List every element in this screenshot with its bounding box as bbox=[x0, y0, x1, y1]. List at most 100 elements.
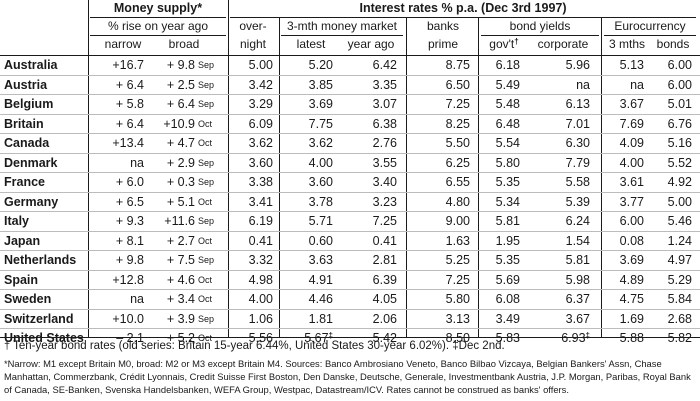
footnote-sources: *Narrow: M1 except Britain M0, broad: M2… bbox=[4, 358, 691, 395]
cell-overnight: 5.56 bbox=[248, 331, 273, 345]
cell-year-ago: 6.39 bbox=[372, 272, 397, 287]
cell-govt: 3.49 bbox=[495, 311, 520, 326]
table-row: France + 6.0 + 0.3 Sep 3.38 3.60 3.40 6.55 5.35 5… bbox=[0, 173, 700, 193]
header-row-subgroups: % rise on year ago over- 3-mth money mar… bbox=[0, 18, 700, 36]
country-name: Netherlands bbox=[4, 253, 77, 267]
country-name: Belgium bbox=[4, 97, 54, 111]
table-row: Austria + 6.4 + 2.5 Sep 3.42 3.85 3.35 6.50 5.49… bbox=[0, 76, 700, 95]
cell-broad: + 4.6 bbox=[166, 272, 195, 287]
cell-latest: 4.91 bbox=[308, 272, 333, 287]
cell-prime: 3.13 bbox=[445, 311, 470, 326]
cell-euro3m: 4.89 bbox=[619, 272, 644, 287]
cell-eurobonds: 4.97 bbox=[667, 253, 692, 267]
cell-overnight: 4.00 bbox=[248, 292, 273, 306]
cell-govt: 5.80 bbox=[495, 155, 520, 170]
country-name: Austria bbox=[4, 77, 48, 92]
cell-overnight: 3.60 bbox=[248, 155, 273, 170]
country-name: Sweden bbox=[4, 292, 52, 306]
cell-year-ago: 7.25 bbox=[372, 214, 397, 228]
cell-eurobonds: 4.92 bbox=[667, 175, 692, 189]
column-divider bbox=[601, 18, 602, 337]
cell-year-ago: 2.76 bbox=[372, 136, 397, 150]
cell-year-ago: 3.07 bbox=[372, 97, 397, 111]
cell-month: Oct bbox=[198, 333, 213, 343]
cell-euro3m: 5.13 bbox=[619, 58, 644, 72]
year-ago-header: year ago bbox=[347, 37, 395, 51]
cell-overnight: 3.32 bbox=[248, 253, 273, 267]
cell-latest: 3.60 bbox=[308, 175, 333, 189]
cell-corporate: 5.39 bbox=[565, 194, 590, 209]
cell-corporate: 6.30 bbox=[565, 136, 590, 150]
cell-month: Sep bbox=[198, 255, 215, 265]
cell-eurobonds: 5.84 bbox=[667, 292, 692, 306]
column-divider bbox=[279, 18, 280, 337]
header-row-groups: Money supply* Interest rates % p.a. (Dec… bbox=[0, 0, 700, 18]
cell-month: Sep bbox=[198, 313, 215, 324]
cell-govt: 5.48 bbox=[495, 97, 520, 111]
cell-narrow: +10.0 bbox=[112, 311, 144, 326]
country-name: United States bbox=[4, 331, 84, 345]
cell-broad: + 9.8 bbox=[166, 58, 195, 72]
cell-broad: + 2.7 bbox=[166, 233, 195, 248]
country-name: Denmark bbox=[4, 155, 58, 170]
pct-rise-header: % rise on year ago bbox=[90, 18, 226, 36]
cell-month: Sep bbox=[198, 157, 215, 168]
latest-header: latest bbox=[296, 37, 326, 51]
cell-overnight: 6.19 bbox=[248, 214, 273, 228]
cell-corporate: 5.58 bbox=[565, 175, 590, 189]
cell-eurobonds: 5.52 bbox=[667, 155, 692, 170]
cell-govt: 5.69 bbox=[495, 272, 520, 287]
cell-govt: 5.83 bbox=[495, 331, 520, 345]
cell-prime: 8.25 bbox=[445, 116, 470, 131]
table-row: United States – 2.1 + 5.2 Oct 5.56 5.67‡ 5.42 8… bbox=[0, 329, 700, 349]
cell-govt: 6.48 bbox=[495, 116, 520, 131]
cell-narrow: + 8.1 bbox=[115, 233, 144, 248]
cell-corporate: 6.13 bbox=[565, 97, 590, 111]
cell-eurobonds: 6.00 bbox=[667, 58, 692, 72]
cell-broad: + 2.9 bbox=[166, 155, 195, 170]
cell-eurobonds: 5.16 bbox=[667, 136, 692, 150]
cell-latest: 1.81 bbox=[308, 311, 333, 326]
cell-narrow: + 5.8 bbox=[115, 97, 144, 111]
cell-latest: 5.20 bbox=[308, 58, 333, 72]
country-name: Japan bbox=[4, 233, 41, 248]
cell-broad: +11.6 bbox=[164, 214, 195, 228]
cell-overnight: 3.42 bbox=[248, 77, 273, 92]
cell-eurobonds: 5.29 bbox=[667, 272, 692, 287]
cell-euro3m: 0.08 bbox=[619, 233, 644, 248]
table-row: Belgium + 5.8 + 6.4 Sep 3.29 3.69 3.07 7.25 5.48… bbox=[0, 95, 700, 115]
cell-latest: 3.62 bbox=[308, 136, 333, 150]
cell-month: Sep bbox=[198, 60, 215, 70]
three-mth-money-market-header: 3-mth money market bbox=[281, 18, 403, 36]
cell-latest: 3.69 bbox=[308, 97, 333, 111]
footer-rule bbox=[0, 337, 700, 338]
cell-euro3m: 4.00 bbox=[619, 155, 644, 170]
cell-corporate: 1.54 bbox=[565, 233, 590, 248]
bond-yields-header: bond yields bbox=[481, 18, 599, 36]
cell-overnight: 5.00 bbox=[248, 58, 273, 72]
country-name: Switzerland bbox=[4, 311, 74, 326]
cell-month: Oct bbox=[198, 235, 213, 246]
cell-broad: + 3.4 bbox=[166, 292, 195, 306]
column-divider bbox=[228, 0, 229, 337]
cell-prime: 6.55 bbox=[445, 175, 470, 189]
cell-latest: 3.63 bbox=[308, 253, 333, 267]
cell-month: Sep bbox=[198, 79, 215, 90]
cell-corporate: 3.67 bbox=[565, 311, 590, 326]
cell-prime: 5.50 bbox=[445, 136, 470, 150]
cell-narrow: + 6.4 bbox=[115, 77, 144, 92]
footnote-bond-rates: † Ten-year bond rates (old series: Brita… bbox=[4, 338, 505, 354]
narrow-header: narrow bbox=[104, 37, 142, 51]
cell-overnight: 3.38 bbox=[248, 175, 273, 189]
cell-prime: 6.50 bbox=[445, 77, 470, 92]
cell-broad: +10.9 bbox=[163, 116, 195, 131]
cell-overnight: 3.29 bbox=[248, 97, 273, 111]
cell-month: Oct bbox=[198, 196, 213, 207]
cell-prime: 5.80 bbox=[445, 292, 470, 306]
dagger-mark: † bbox=[4, 340, 11, 352]
column-divider bbox=[88, 0, 89, 337]
cell-year-ago: 2.81 bbox=[372, 253, 397, 267]
money-supply-header: Money supply* bbox=[90, 0, 226, 18]
double-dagger-mark: ‡ bbox=[585, 331, 590, 340]
cell-month: Oct bbox=[198, 294, 213, 304]
